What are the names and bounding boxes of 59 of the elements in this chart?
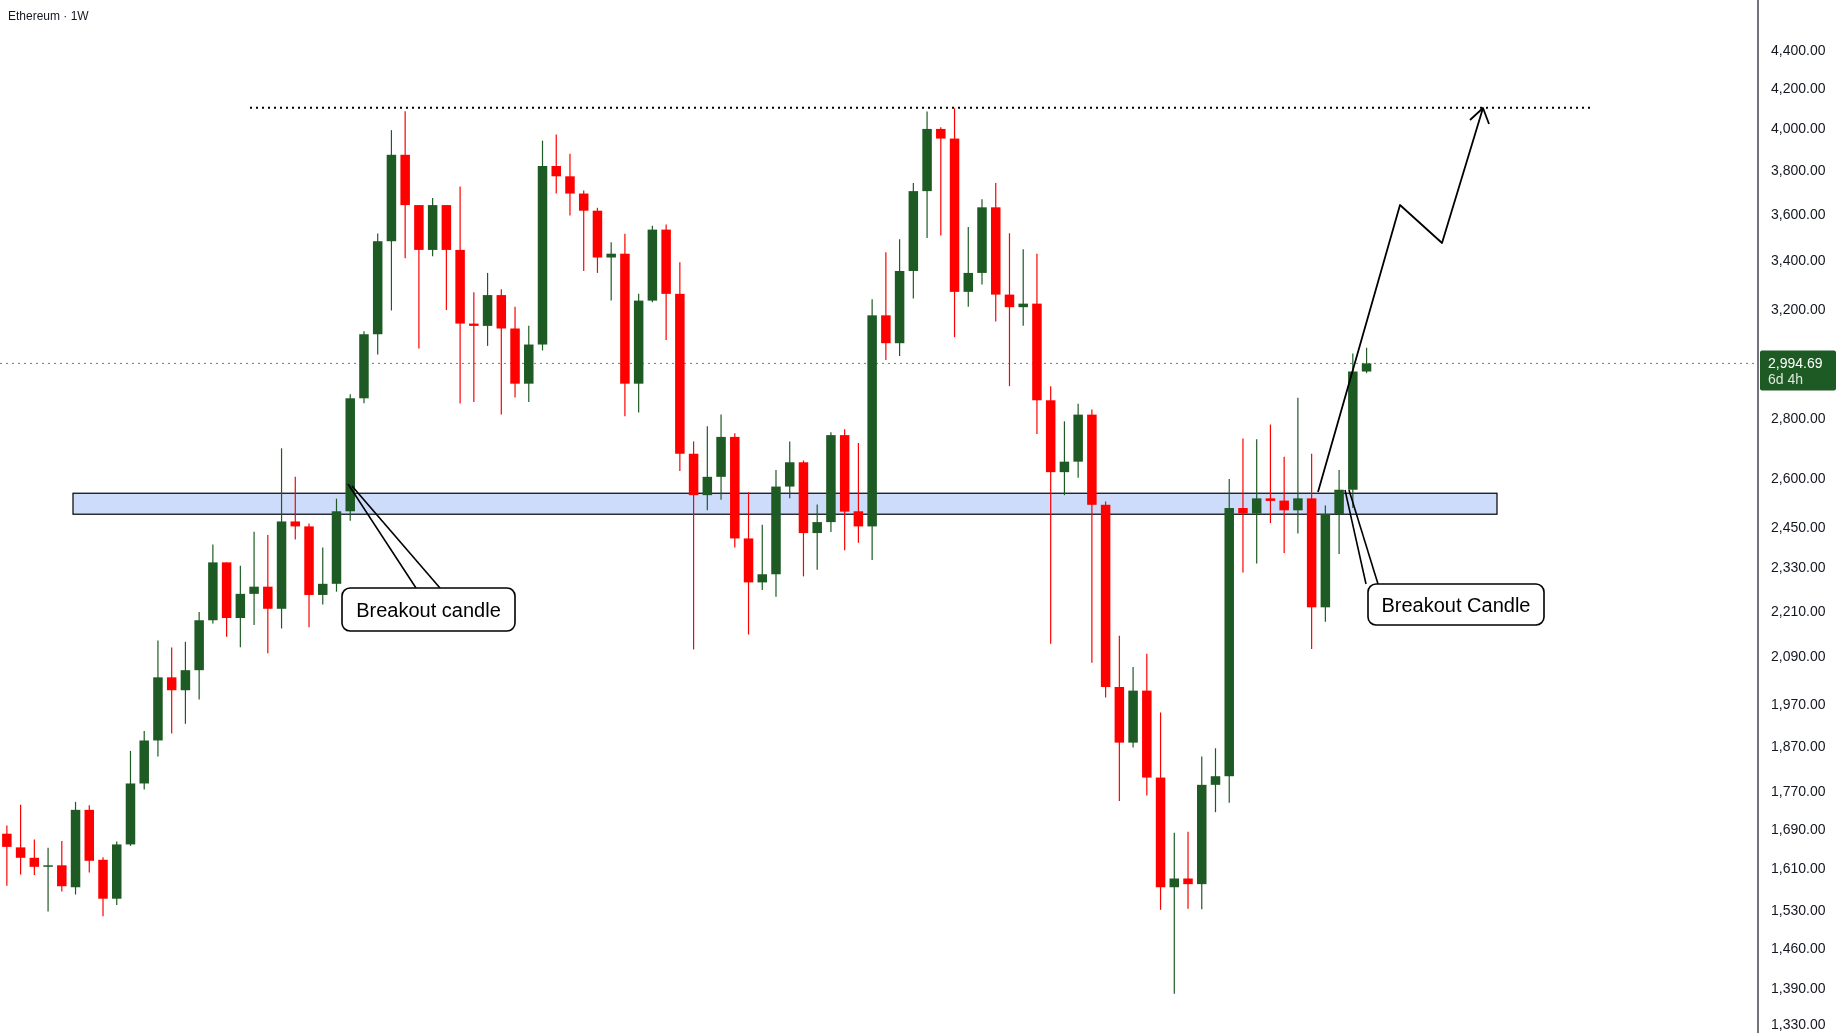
y-tick-label: 1,870.00 [1771, 738, 1826, 755]
y-tick-label: 2,090.00 [1771, 647, 1826, 664]
candlestick [1265, 423, 1276, 524]
y-tick-label: 1,770.00 [1771, 783, 1826, 800]
y-tick-label: 1,390.00 [1771, 979, 1826, 996]
candlestick [43, 847, 53, 912]
candlestick [180, 641, 191, 725]
candlestick [1004, 232, 1015, 387]
candlestick [166, 646, 177, 735]
ref-line-label: 2,994.69 [1768, 355, 1823, 372]
candlestick [263, 534, 273, 654]
y-tick-label: 1,530.00 [1771, 901, 1826, 918]
candlestick [1251, 438, 1262, 565]
annotation: Breakout candle [356, 598, 501, 621]
y-tick-label: 4,400.00 [1771, 42, 1826, 59]
y-tick-label: 3,800.00 [1771, 161, 1826, 178]
candlestick [606, 241, 616, 302]
candlestick [249, 531, 259, 626]
y-tick-label: 3,400.00 [1771, 252, 1826, 269]
candlestick [318, 546, 328, 605]
candlestick [812, 503, 822, 571]
y-tick-label: 2,330.00 [1771, 559, 1826, 576]
y-tick-label: 2,800.00 [1771, 410, 1826, 426]
y-tick-label: 2,210.00 [1771, 602, 1826, 619]
candlestick [469, 291, 479, 403]
y-tick-label: 2,600.00 [1771, 470, 1826, 487]
annotation: Breakout Candle [1381, 593, 1531, 616]
candlestick [15, 804, 26, 876]
candlestick [565, 153, 575, 217]
candlestick [1293, 397, 1303, 535]
candlestick [757, 524, 768, 591]
candlestick [2, 824, 12, 887]
candlestick [1238, 437, 1248, 574]
candlestick [290, 476, 301, 541]
candlestick [1279, 456, 1289, 554]
y-tick-label: 4,200.00 [1771, 80, 1826, 97]
y-tick-label: 4,000.00 [1771, 119, 1826, 136]
y-tick-label: 1,330.00 [1771, 1015, 1826, 1032]
candlestick [57, 840, 67, 892]
candlestick [1183, 831, 1193, 910]
candlestick [963, 226, 974, 308]
y-tick-label: 1,690.00 [1771, 820, 1826, 837]
candlestick [1361, 347, 1372, 374]
candlestick [29, 838, 40, 876]
y-tick-label: 3,600.00 [1771, 205, 1826, 222]
candlestick [853, 442, 864, 544]
y-tick-label: 2,450.00 [1771, 518, 1826, 535]
candlestick [1059, 420, 1070, 496]
y-tick-label: 1,460.00 [1771, 939, 1826, 956]
text: 6d 4h [1768, 371, 1804, 388]
candlestick [702, 425, 713, 511]
candlestick [551, 133, 561, 195]
text: Ethereum · 1W [8, 9, 90, 23]
candlestick [936, 126, 946, 237]
candlestick [1210, 747, 1221, 813]
y-tick-label: 3,200.00 [1771, 301, 1826, 318]
y-tick-label: 1,970.00 [1771, 696, 1826, 713]
y-tick-label: 1,610.00 [1771, 860, 1826, 877]
candlestick [578, 189, 589, 272]
